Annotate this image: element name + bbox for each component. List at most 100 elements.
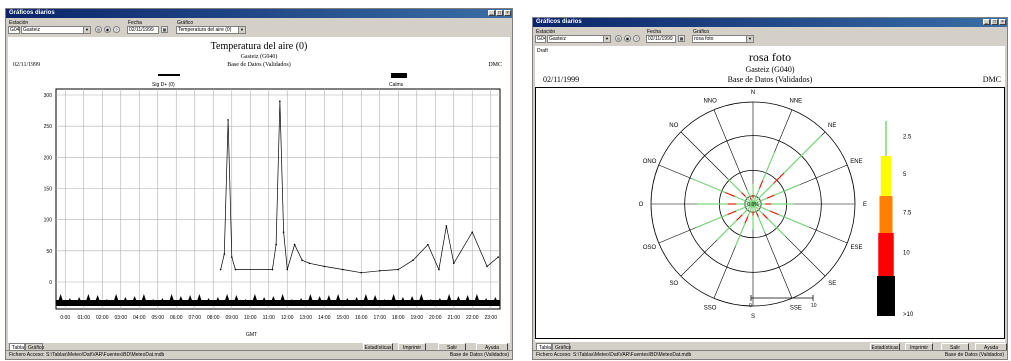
calms-bar — [491, 297, 500, 306]
direction-label: O — [639, 202, 644, 208]
data-point — [412, 259, 414, 261]
chevron-down-icon: ▼ — [746, 36, 753, 42]
direction-label: S — [751, 314, 755, 320]
map-icon[interactable]: ◉ — [104, 26, 111, 33]
data-point — [438, 268, 440, 271]
calms-bar — [472, 294, 481, 306]
direction-label: NNO — [703, 99, 717, 105]
info-icon[interactable]: ? — [113, 26, 120, 33]
station-code-field[interactable]: G040 — [8, 26, 20, 34]
tab-table[interactable]: Tabla — [9, 343, 25, 351]
rose-green-sector — [752, 151, 776, 205]
chart-station: Gasteiz (G040) — [240, 54, 278, 60]
calms-bar — [158, 298, 167, 306]
calms-bar — [334, 294, 343, 306]
rose-red-sector — [762, 213, 768, 219]
tab-chart[interactable]: Gráfico — [552, 343, 571, 351]
calendar-icon[interactable]: ▦ — [161, 26, 168, 33]
x-tick-label: 23:00 — [484, 315, 497, 321]
calms-bar — [287, 299, 296, 306]
legend-swatch — [879, 196, 893, 233]
data-point — [452, 262, 455, 265]
calms-bar — [149, 299, 158, 306]
x-tick-label: 13:00 — [299, 315, 312, 321]
legend-sig-label: Sig D+ (0) — [152, 82, 175, 88]
chart-type-select[interactable]: rosa foto ▼ — [692, 35, 754, 43]
x-axis-label: GMT — [246, 332, 258, 338]
direction-label: NO — [669, 123, 678, 129]
calms-bar — [223, 294, 232, 306]
chart-org: DMC — [488, 62, 502, 68]
chart-database: Base de Datos (Validados) — [227, 62, 291, 68]
calms-bar — [260, 297, 269, 306]
x-tick-label: 09:00 — [225, 315, 238, 321]
search-icon[interactable]: ◎ — [95, 26, 102, 33]
x-tick-label: 19:00 — [410, 315, 423, 321]
x-tick-label: 16:00 — [355, 315, 368, 321]
rose-green-sector — [727, 178, 754, 205]
calms-bar — [102, 299, 111, 306]
status-database: Base de Datos (Validados) — [449, 352, 509, 358]
data-point — [486, 265, 488, 268]
calms-bar — [417, 294, 426, 306]
rose-green-sector — [696, 203, 754, 228]
close-button[interactable]: × — [504, 10, 511, 16]
date-field[interactable]: 02/11/1999 — [646, 35, 676, 43]
map-icon[interactable]: ◉ — [624, 35, 631, 42]
x-tick-label: 21:00 — [447, 315, 460, 321]
calms-bar — [426, 299, 435, 306]
station-select[interactable]: Gasteiz ▼ — [547, 35, 611, 43]
calms-bar — [204, 298, 213, 306]
calms-bar — [232, 295, 241, 306]
plot-frame — [55, 88, 501, 310]
calms-bar — [482, 298, 491, 306]
x-tick-label: 05:00 — [151, 315, 164, 321]
y-tick-label: 200 — [44, 155, 53, 161]
tab-table[interactable]: Tabla — [536, 343, 552, 351]
calms-bar — [454, 296, 463, 306]
search-icon[interactable]: ◎ — [615, 35, 622, 42]
chart-type-select[interactable]: Temperatura del aire (0) ▼ — [176, 26, 246, 34]
legend-sig-line — [158, 74, 180, 76]
calendar-icon[interactable]: ▦ — [678, 35, 685, 42]
chart-title: Temperatura del aire (0) — [210, 41, 308, 52]
calm-percent-label: 0.0% — [747, 202, 759, 208]
date-field[interactable]: 02/11/1999 — [127, 26, 159, 34]
station-label: Estación — [536, 29, 556, 35]
data-point — [497, 256, 499, 258]
rose-green-sector — [752, 203, 810, 228]
data-point — [308, 262, 311, 265]
calms-bar — [75, 297, 84, 306]
chevron-down-icon: ▼ — [238, 27, 245, 33]
minimize-button[interactable]: _ — [983, 19, 990, 25]
data-point — [234, 268, 237, 271]
data-point — [378, 269, 381, 272]
x-tick-label: 22:00 — [466, 315, 479, 321]
rose-green-sector — [752, 203, 786, 237]
calms-bar — [352, 297, 361, 306]
maximize-button[interactable]: □ — [991, 19, 998, 25]
calms-bar — [65, 298, 74, 306]
calms-bar — [56, 294, 65, 306]
station-select[interactable]: Gasteiz ▼ — [21, 26, 91, 34]
calms-bar — [408, 296, 417, 306]
calms-bar — [361, 294, 370, 306]
status-file-path: Fichero Acceso: S:\Tablas\Meteo\Dat\VAR\… — [9, 352, 165, 358]
calms-bar — [213, 297, 222, 306]
minimize-button[interactable]: _ — [488, 10, 495, 16]
data-point — [271, 268, 274, 271]
info-icon[interactable]: ? — [633, 35, 640, 42]
data-point — [227, 119, 229, 121]
tab-chart[interactable]: Gráfico — [25, 343, 44, 351]
close-button[interactable]: × — [999, 19, 1006, 25]
station-code-field[interactable]: G040 — [535, 35, 546, 43]
maximize-button[interactable]: □ — [496, 10, 503, 16]
y-tick-label: 300 — [44, 93, 53, 99]
direction-label: N — [751, 90, 755, 96]
x-tick-label: 12:00 — [281, 315, 294, 321]
calms-bar — [130, 296, 139, 306]
chart-type-label: Gráfico — [177, 20, 194, 26]
y-tick-label: 50 — [46, 249, 52, 255]
data-point — [279, 100, 281, 103]
chart-title: rosa foto — [748, 50, 792, 64]
